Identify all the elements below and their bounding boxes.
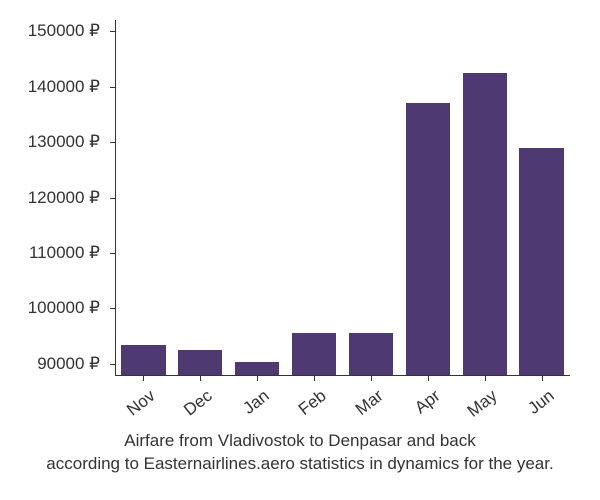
bar [178,350,222,375]
chart-container: 90000 ₽ 100000 ₽ 110000 ₽ 120000 ₽ 130000 ₽ 1… [0,0,600,500]
bar [235,362,279,375]
y-tick-label: 130000 ₽ [28,132,100,152]
y-tick-label: 120000 ₽ [28,188,100,208]
bar [519,148,563,375]
x-tick-label: Feb [283,386,330,429]
x-tick [200,375,201,381]
x-tick [485,375,486,381]
bar [121,345,165,376]
x-tick [143,375,144,381]
y-tick-label: 100000 ₽ [28,298,100,318]
bar [292,333,336,375]
x-tick-label: Mar [340,386,387,429]
x-tick-label: Jan [227,386,274,429]
caption-line1: Airfare from Vladivostok to Denpasar and… [124,431,476,450]
x-tick [542,375,543,381]
x-tick-label: Nov [113,386,160,429]
caption-line2: according to Easternairlines.aero statis… [46,454,553,473]
bar [349,333,393,375]
y-axis-labels: 90000 ₽ 100000 ₽ 110000 ₽ 120000 ₽ 130000 ₽ 1… [0,20,110,375]
y-tick-label: 150000 ₽ [28,21,100,41]
x-axis-line [115,375,570,376]
bar [406,103,450,375]
x-tick-label: May [454,386,501,429]
y-tick-label: 110000 ₽ [29,243,100,263]
bar [463,73,507,375]
y-tick-label: 140000 ₽ [28,77,100,97]
x-tick [428,375,429,381]
x-tick [314,375,315,381]
x-axis-labels: NovDecJanFebMarAprMayJun [115,380,570,420]
x-tick-label: Dec [170,386,217,429]
x-tick [257,375,258,381]
chart-caption: Airfare from Vladivostok to Denpasar and… [30,430,570,476]
x-tick [371,375,372,381]
x-tick-label: Apr [397,386,444,429]
plot-area [115,20,570,375]
x-tick-label: Jun [511,386,558,429]
y-tick-label: 90000 ₽ [37,354,100,374]
